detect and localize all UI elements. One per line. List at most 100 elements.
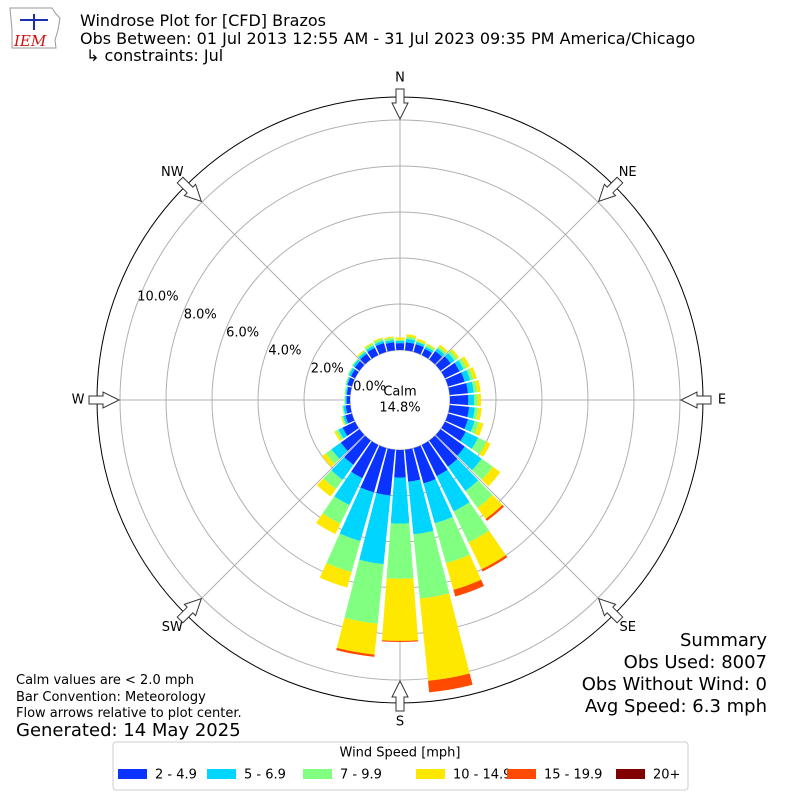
compass-label: S bbox=[396, 715, 404, 730]
wind-segment bbox=[416, 338, 427, 344]
compass-label: SW bbox=[162, 620, 183, 635]
wind-segment bbox=[364, 343, 374, 351]
wind-segment bbox=[367, 347, 379, 359]
note: Flow arrows relative to plot center. bbox=[16, 706, 242, 721]
wind-segment bbox=[408, 479, 434, 535]
legend-box bbox=[112, 741, 689, 791]
wind-segment bbox=[421, 348, 433, 359]
wind-segment bbox=[404, 448, 421, 482]
wind-segment bbox=[385, 339, 395, 344]
wind-segment bbox=[474, 422, 484, 436]
wind-segment bbox=[336, 647, 375, 657]
flow-arrow bbox=[597, 176, 624, 203]
wind-segment bbox=[447, 458, 479, 492]
wind-segment bbox=[466, 381, 474, 394]
wind-segment bbox=[436, 469, 470, 512]
wind-segment bbox=[416, 340, 426, 345]
wind-segment bbox=[425, 344, 435, 352]
wind-segment bbox=[428, 673, 473, 693]
wind-segment bbox=[350, 369, 359, 379]
wind-segment bbox=[316, 478, 336, 497]
wind-segment bbox=[322, 453, 335, 468]
summary-line: Obs Used: 8007 bbox=[624, 652, 767, 673]
wind-segment bbox=[334, 430, 342, 442]
wind-segment bbox=[472, 407, 479, 420]
compass-label: SE bbox=[619, 620, 635, 635]
wind-segment bbox=[413, 344, 424, 355]
constraints: ↳ constraints: Jul bbox=[86, 46, 223, 65]
legend-label: 15 - 19.9 bbox=[544, 768, 602, 783]
legend-label: 2 - 4.9 bbox=[155, 768, 197, 783]
wind-segment bbox=[405, 338, 416, 344]
wind-segment bbox=[347, 367, 353, 376]
wind-segment bbox=[341, 416, 347, 425]
wind-segment bbox=[342, 405, 345, 415]
wind-segment bbox=[323, 470, 343, 490]
wind-segment bbox=[346, 395, 351, 405]
wind-segment bbox=[469, 367, 477, 380]
wind-segment bbox=[354, 361, 365, 371]
r-tick-label: 6.0% bbox=[226, 326, 259, 341]
r-tick-label: 4.0% bbox=[268, 344, 301, 359]
legend-swatch bbox=[616, 769, 645, 779]
r-tick-label: 2.0% bbox=[311, 362, 344, 377]
wind-segment bbox=[376, 448, 396, 496]
wind-segment bbox=[385, 342, 396, 352]
flow-arrow bbox=[88, 391, 121, 409]
wind-segment bbox=[476, 407, 482, 421]
wind-segment bbox=[477, 393, 482, 407]
wind-segment bbox=[344, 386, 348, 395]
legend-swatch bbox=[507, 769, 536, 779]
wind-segment bbox=[390, 477, 410, 524]
wind-segment bbox=[395, 339, 405, 341]
wind-segment bbox=[360, 445, 387, 493]
wind-segment bbox=[473, 394, 478, 406]
wind-segment bbox=[466, 368, 474, 381]
wind-segment bbox=[360, 353, 371, 365]
wind-segment bbox=[325, 449, 340, 464]
wind-segment bbox=[406, 334, 417, 339]
wind-segment bbox=[471, 458, 493, 480]
wind-segment bbox=[441, 421, 466, 442]
wind-segment bbox=[352, 359, 361, 368]
wind-segment bbox=[444, 353, 455, 364]
wind-segment bbox=[343, 405, 348, 415]
flow-arrow bbox=[391, 88, 409, 121]
wind-segment bbox=[331, 442, 348, 460]
summary-line: Avg Speed: 6.3 mph bbox=[585, 696, 767, 717]
grid-spoke bbox=[185, 185, 365, 365]
wind-segment bbox=[413, 445, 436, 484]
wind-segment bbox=[481, 466, 501, 487]
wind-segment bbox=[336, 429, 344, 440]
r-tick-label: 8.0% bbox=[184, 308, 217, 323]
wind-segment bbox=[346, 377, 351, 386]
wind-segment bbox=[448, 404, 470, 418]
wind-segment bbox=[475, 379, 481, 393]
wind-segment bbox=[351, 358, 359, 367]
wind-segment bbox=[381, 640, 419, 643]
wind-segment bbox=[424, 346, 434, 353]
wind-segment bbox=[344, 435, 371, 465]
wind-segment bbox=[345, 386, 349, 395]
legend-swatch bbox=[118, 769, 147, 779]
flow-arrow bbox=[176, 176, 203, 203]
wind-segment bbox=[429, 435, 458, 467]
wind-segment bbox=[481, 555, 508, 572]
wind-segment bbox=[351, 441, 379, 479]
compass-label: W bbox=[72, 393, 85, 408]
wind-segment bbox=[457, 446, 482, 471]
wind-segment bbox=[344, 395, 346, 405]
grid-spoke bbox=[435, 435, 615, 615]
wind-segment bbox=[438, 344, 448, 353]
compass-label: N bbox=[395, 71, 405, 86]
summary-line: Obs Without Wind: 0 bbox=[582, 674, 767, 695]
wind-segment bbox=[467, 406, 475, 419]
compass-label: NW bbox=[161, 165, 184, 180]
wind-segment bbox=[384, 336, 394, 340]
calm-value: 14.8% bbox=[379, 401, 420, 416]
wind-segment bbox=[419, 593, 470, 681]
wind-segment bbox=[375, 343, 387, 355]
wind-segment bbox=[394, 449, 406, 478]
wind-segment bbox=[338, 427, 348, 439]
